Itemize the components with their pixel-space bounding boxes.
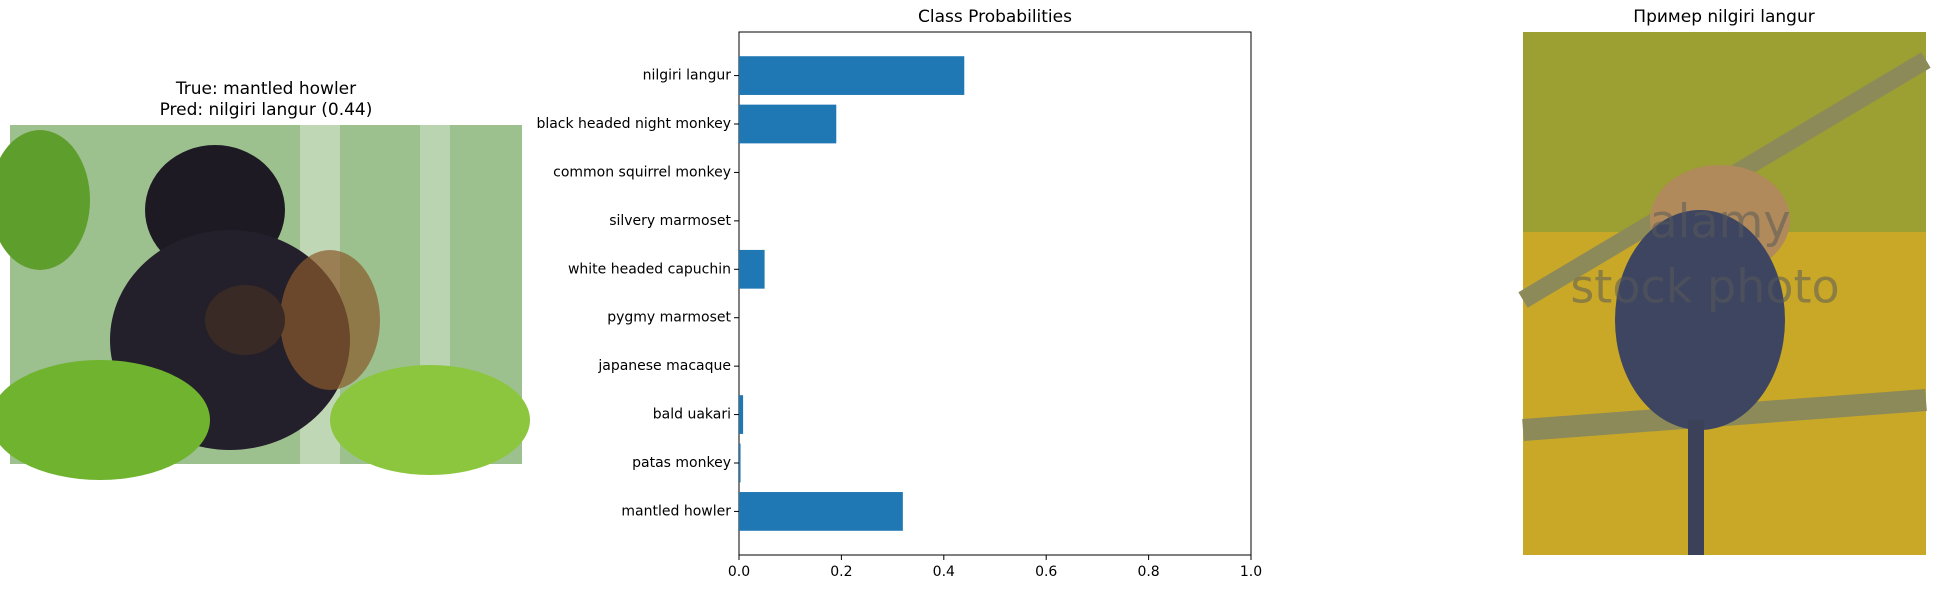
chart-title: Class Probabilities <box>918 7 1072 27</box>
x-tick-label: 0.6 <box>1035 564 1057 580</box>
y-tick-label: patas monkey <box>632 455 731 471</box>
bar <box>739 104 837 144</box>
bar <box>739 443 741 483</box>
plot-frame <box>738 31 1252 556</box>
x-tick-label: 1.0 <box>1240 564 1262 580</box>
x-tick-label: 0.8 <box>1137 564 1159 580</box>
bar <box>739 56 965 95</box>
y-tick-label: black headed night monkey <box>536 116 731 132</box>
y-tick-label: silvery marmoset <box>609 213 731 229</box>
left-title: True: mantled howler <box>175 79 356 99</box>
y-tick-label: japanese macaque <box>597 358 731 374</box>
y-tick-label: nilgiri langur <box>643 68 732 84</box>
bar <box>739 249 765 289</box>
right-title: Пример nilgiri langur <box>1633 7 1814 27</box>
x-tick-label: 0.2 <box>830 564 852 580</box>
y-tick-label: white headed capuchin <box>568 261 731 277</box>
y-tick-label: mantled howler <box>621 503 731 519</box>
bar <box>739 492 903 531</box>
watermark: stock photo <box>1570 260 1839 314</box>
left-image <box>0 125 530 480</box>
x-tick-label: 0.0 <box>728 564 750 580</box>
bar <box>739 395 744 434</box>
y-tick-label: bald uakari <box>653 407 731 423</box>
x-tick-label: 0.4 <box>933 564 955 580</box>
y-tick-label: common squirrel monkey <box>553 164 731 180</box>
left-title: Pred: nilgiri langur (0.44) <box>160 100 373 120</box>
right-image: alamy stock photo <box>1518 32 1931 555</box>
y-tick-label: pygmy marmoset <box>607 310 731 326</box>
watermark: alamy <box>1649 195 1790 249</box>
